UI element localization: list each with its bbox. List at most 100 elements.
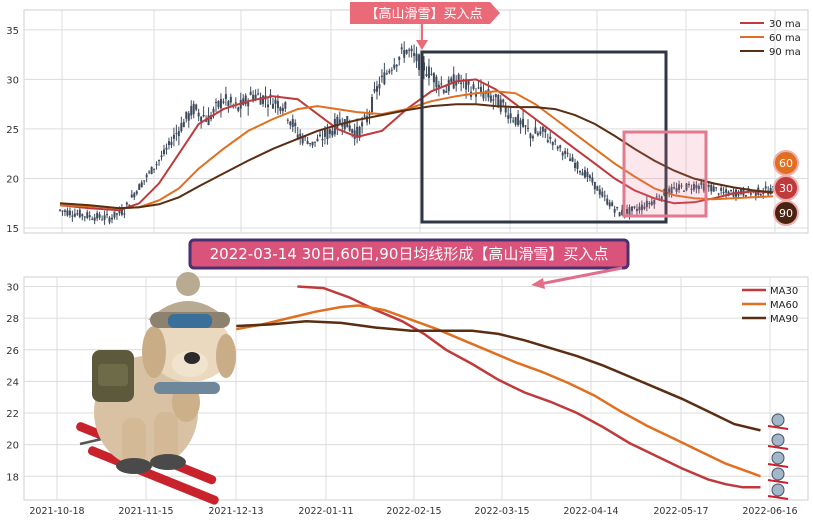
top-y-tick-label: 20 bbox=[6, 174, 19, 185]
candle-body bbox=[710, 184, 713, 192]
candle-body bbox=[489, 95, 492, 102]
candle-body bbox=[140, 182, 143, 188]
candle-body bbox=[504, 107, 507, 113]
candle-body bbox=[356, 126, 359, 138]
candle-body bbox=[561, 152, 564, 156]
bottom-ma-line-MA90 bbox=[236, 320, 761, 432]
candle-body bbox=[130, 194, 133, 198]
small-skier-icon bbox=[771, 413, 785, 427]
candle-body bbox=[564, 150, 567, 154]
candle-body bbox=[512, 120, 515, 122]
small-skier-ski-icon bbox=[767, 495, 789, 500]
candle-body bbox=[697, 185, 700, 190]
candle-body bbox=[541, 126, 544, 132]
candle-body bbox=[588, 175, 591, 179]
candle-body bbox=[155, 164, 158, 166]
candle-body bbox=[321, 138, 324, 141]
skiing-dog-mascot-image bbox=[76, 272, 236, 505]
candle-body bbox=[403, 50, 406, 58]
candle-body bbox=[296, 134, 299, 138]
candle-body bbox=[192, 103, 195, 115]
small-skier-ski-icon bbox=[767, 445, 789, 450]
candle-body bbox=[546, 140, 549, 143]
buy-zone-highlight-box bbox=[622, 130, 708, 218]
candle-body bbox=[106, 214, 109, 216]
candle-body bbox=[648, 202, 651, 205]
candle-body bbox=[281, 108, 284, 112]
candle-body bbox=[61, 210, 64, 212]
bottom-x-tick-label: 2022-05-17 bbox=[653, 506, 708, 517]
candle-body bbox=[316, 138, 319, 142]
candle-body bbox=[353, 130, 356, 139]
candle-body bbox=[725, 189, 728, 193]
bottom-x-tick-label: 2021-10-18 bbox=[29, 506, 84, 517]
candle-body bbox=[76, 213, 79, 215]
candle-body bbox=[259, 96, 262, 105]
candle-body bbox=[294, 122, 297, 127]
candle-body bbox=[267, 104, 269, 108]
candle-body bbox=[432, 73, 435, 83]
candle-body bbox=[707, 185, 710, 187]
candle-body bbox=[279, 107, 282, 112]
candle-body bbox=[631, 206, 633, 212]
candle-body bbox=[720, 187, 723, 191]
bottom-y-tick-label: 20 bbox=[6, 441, 19, 452]
candle-body bbox=[249, 91, 252, 95]
candle-body bbox=[254, 94, 257, 100]
candle-body bbox=[88, 215, 91, 218]
candle-body bbox=[522, 118, 525, 127]
bottom-x-tick-label: 2021-11-15 bbox=[118, 506, 173, 517]
candle-body bbox=[351, 129, 354, 133]
candle-body bbox=[759, 194, 762, 196]
candle-body bbox=[405, 49, 408, 54]
ma-badge-circle bbox=[773, 200, 799, 226]
candle-body bbox=[606, 198, 609, 205]
candle-body bbox=[182, 121, 185, 128]
candle-body bbox=[388, 70, 391, 73]
candle-body bbox=[197, 112, 200, 117]
bottom-annotation-arrow-shaft bbox=[539, 266, 623, 286]
candle-body bbox=[373, 89, 376, 92]
bottom-annotation-callout bbox=[188, 238, 630, 270]
candle-body bbox=[730, 190, 733, 192]
candle-body bbox=[574, 162, 577, 169]
candle-body bbox=[326, 129, 329, 140]
candle-body bbox=[66, 210, 69, 216]
candle-body bbox=[586, 171, 589, 178]
top-y-tick-label: 25 bbox=[6, 125, 19, 136]
candle-body bbox=[284, 102, 287, 109]
candle-body bbox=[690, 188, 693, 190]
candle-body bbox=[764, 186, 767, 189]
candle-body bbox=[96, 212, 99, 219]
candle-body bbox=[247, 101, 250, 107]
candle-body bbox=[291, 118, 294, 127]
candle-body bbox=[554, 140, 557, 142]
candle-body bbox=[613, 208, 616, 213]
candle-body bbox=[467, 80, 470, 85]
candle-body bbox=[299, 133, 302, 137]
bottom-annotation-text: 2022-03-14 30日,60日,90日均线形成【高山滑雪】买入点 bbox=[210, 245, 609, 263]
candle-body bbox=[158, 160, 161, 162]
candle-body bbox=[700, 181, 703, 185]
candle-body bbox=[120, 208, 123, 215]
candle-body bbox=[569, 158, 572, 162]
candle-body bbox=[712, 186, 715, 192]
candle-body bbox=[645, 200, 648, 208]
candle-body bbox=[425, 74, 428, 76]
candle-body bbox=[366, 116, 369, 123]
candle-body bbox=[635, 208, 638, 212]
candle-body bbox=[358, 126, 361, 138]
candle-body bbox=[539, 131, 542, 135]
small-skier-icon bbox=[771, 433, 785, 447]
candle-body bbox=[222, 101, 225, 103]
candle-body bbox=[336, 116, 339, 129]
candle-body bbox=[566, 152, 569, 154]
candle-body bbox=[744, 195, 747, 197]
candle-body bbox=[393, 64, 396, 69]
candle-body bbox=[551, 141, 554, 146]
candle-body bbox=[638, 206, 641, 211]
top-legend-label: 90 ma bbox=[769, 47, 801, 58]
candle-body bbox=[517, 114, 520, 126]
candle-body bbox=[108, 217, 111, 223]
candle-body bbox=[692, 183, 695, 190]
